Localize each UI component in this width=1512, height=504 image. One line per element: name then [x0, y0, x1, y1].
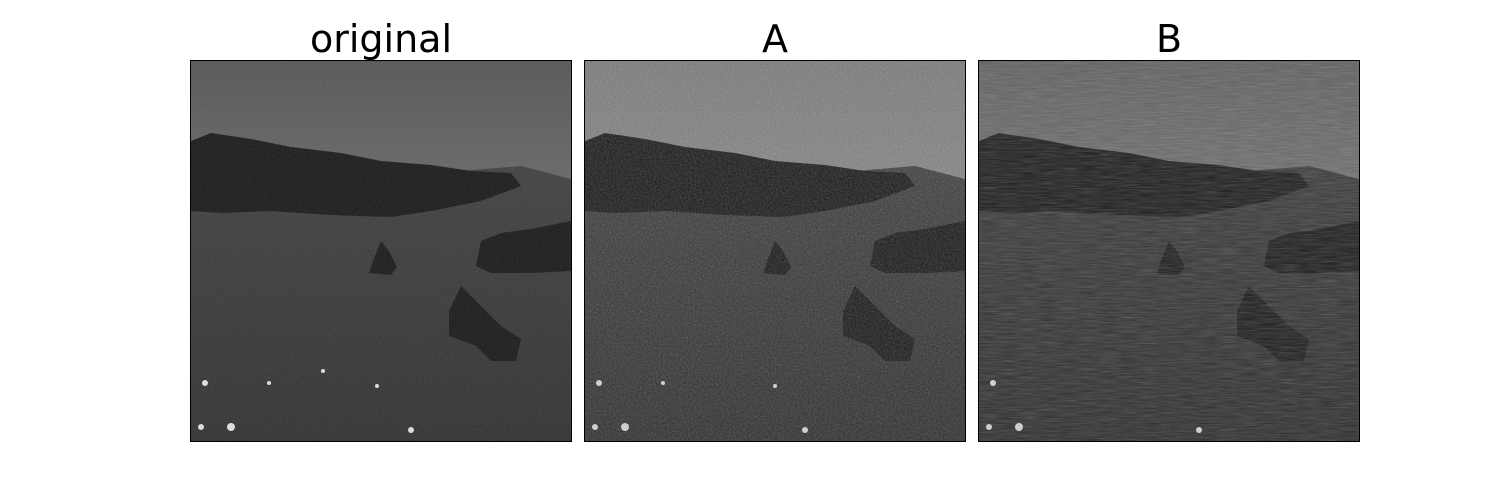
image-frame [584, 60, 966, 442]
landscape-image [191, 61, 571, 441]
panel-title: B [1155, 17, 1183, 61]
panel-b: B [978, 0, 1360, 504]
panel-original: original [190, 0, 572, 504]
panel-title: A [762, 17, 788, 61]
image-frame [190, 60, 572, 442]
landscape-image [979, 61, 1359, 441]
panel-a: A [584, 0, 966, 504]
landscape-image [585, 61, 965, 441]
image-frame [978, 60, 1360, 442]
panel-title: original [309, 17, 453, 61]
